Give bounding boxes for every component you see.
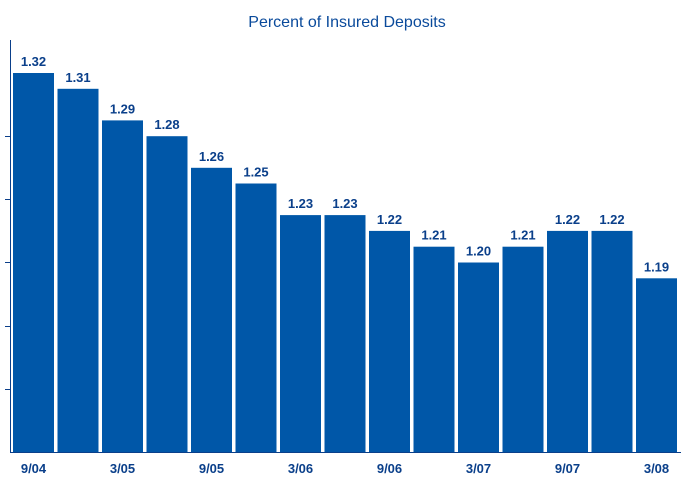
bar-6/07 [502,246,544,452]
value-label: 1.21 [421,228,446,243]
value-label: 1.25 [243,165,268,180]
bar-3/06 [280,215,321,452]
value-labels-group: 1.32 1.31 1.29 1.28 1.26 1.25 1.23 1.23 1.22 1.21… [21,54,669,274]
bar-9/06 [369,230,410,452]
x-tick-label: 3/05 [110,461,135,476]
value-label: 1.22 [377,212,402,227]
bar-12/06 [413,246,455,452]
x-axis-labels-group: 9/04 3/05 9/05 3/06 9/06 3/07 9/07 3/08 [21,461,669,476]
x-tick-label: 3/08 [644,461,669,476]
bar-3/08 [636,278,677,452]
value-label: 1.20 [466,244,491,259]
value-label: 1.23 [332,196,357,211]
value-label: 1.28 [154,117,179,132]
value-label: 1.32 [21,54,46,69]
bar-9/07 [547,230,588,452]
bar-3/07 [458,262,499,452]
bar-12/05 [235,183,277,452]
x-tick-label: 9/05 [199,461,224,476]
y-axis-ticks [5,136,10,390]
value-label: 1.29 [110,101,135,116]
x-tick-label: 9/06 [377,461,402,476]
bar-9/05 [191,167,232,453]
bars-group [13,73,677,453]
bar-9/04 [13,73,54,452]
bar-12/07 [591,230,633,452]
bar-6/06 [324,215,366,452]
x-tick-label: 3/07 [466,461,491,476]
value-label: 1.22 [555,212,580,227]
value-label: 1.26 [199,149,224,164]
value-label: 1.21 [510,228,535,243]
bar-12/04 [57,88,99,453]
value-label: 1.22 [599,212,624,227]
x-tick-label: 9/04 [21,461,47,476]
bar-3/05 [102,120,143,453]
bar-6/05 [146,136,188,452]
x-tick-label: 3/06 [288,461,313,476]
value-label: 1.19 [644,259,669,274]
x-tick-label: 9/07 [555,461,580,476]
chart-subtitle: Percent of Insured Deposits [248,14,445,31]
value-label: 1.31 [65,70,90,85]
value-label: 1.23 [288,196,313,211]
